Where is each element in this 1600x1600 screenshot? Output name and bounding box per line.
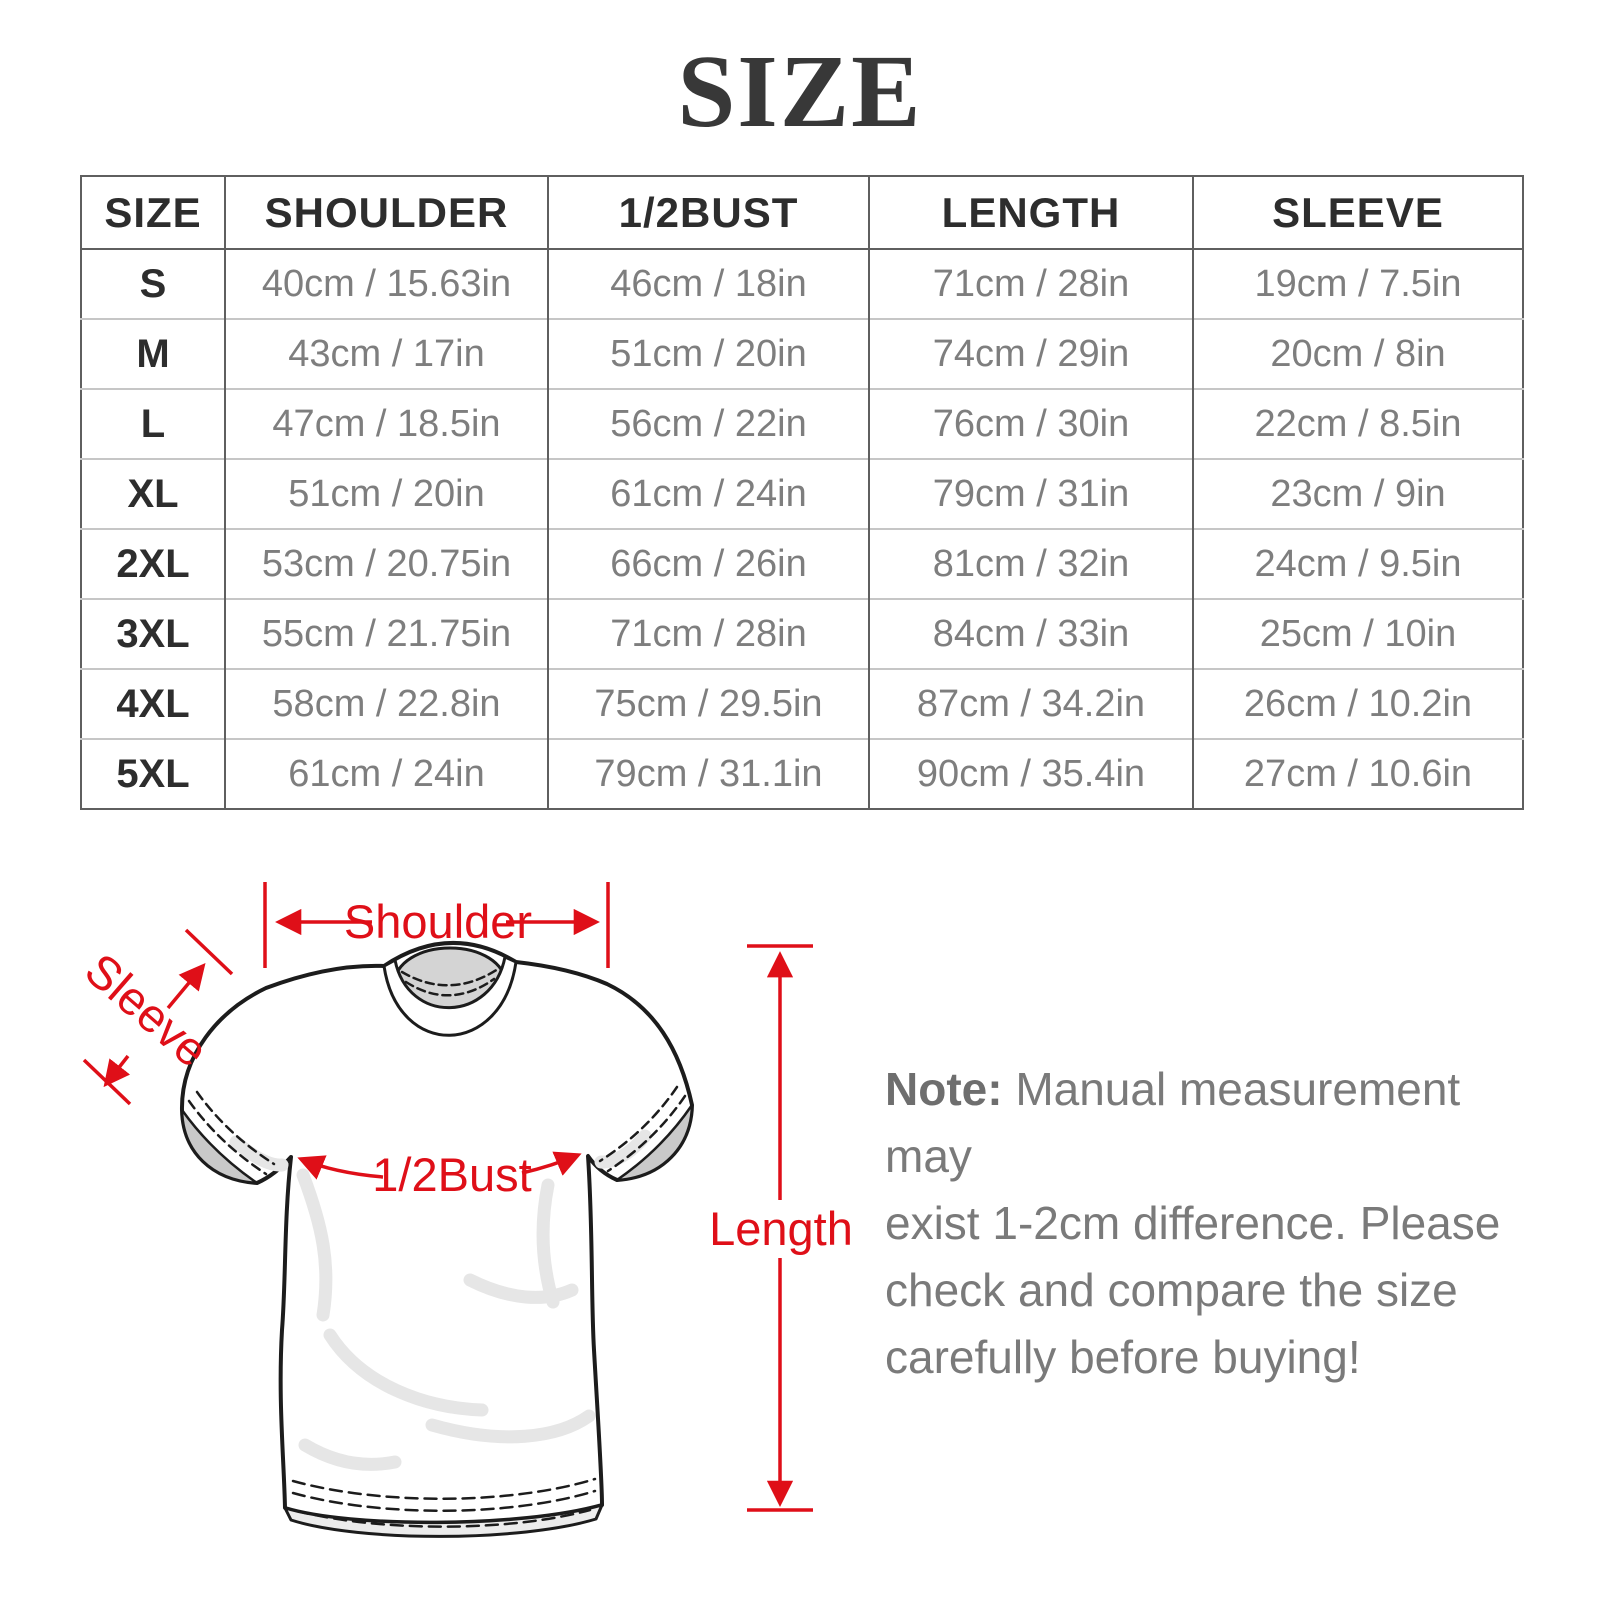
cell: 51cm / 20in [547,318,869,389]
note-line-4: carefully before buying! [885,1331,1361,1383]
table-row: M 43cm / 17in 51cm / 20in 74cm / 29in 20… [81,318,1523,389]
right-cuff-opening [615,1103,694,1182]
right-cuff-stitching [598,1085,687,1173]
table-row: 4XL 58cm / 22.8in 75cm / 29.5in 87cm / 3… [81,668,1523,739]
cell: 58cm / 22.8in [224,668,548,739]
note-line-2: exist 1-2cm difference. Please [885,1197,1501,1249]
size-table: SIZE SHOULDER 1/2BUST LENGTH SLEEVE S 40… [80,175,1524,810]
size-label: 5XL [81,738,225,809]
sleeve-label: Sleeve [75,943,218,1077]
length-annotation [747,944,813,1512]
sleeve-top-cap [184,928,234,976]
cell: 46cm / 18in [547,249,869,319]
note-text: Note: Manual measurement may exist 1-2cm… [885,1056,1525,1391]
hem-fold [283,1503,604,1538]
size-label: 3XL [81,598,225,669]
page-title: SIZE [677,34,923,149]
cell: 51cm / 20in [224,458,548,529]
cell: 76cm / 30in [868,388,1193,459]
header-shoulder: SHOULDER [224,176,548,250]
cell: 24cm / 9.5in [1192,528,1523,599]
note-line-1: Manual measurement may [885,1063,1461,1182]
cell: 81cm / 32in [868,528,1193,599]
cell: 55cm / 21.75in [224,598,548,669]
size-label: 2XL [81,528,225,599]
cell: 22cm / 8.5in [1192,388,1523,459]
table-row: 2XL 53cm / 20.75in 66cm / 26in 81cm / 32… [81,528,1523,599]
cell: 75cm / 29.5in [547,668,869,739]
left-cuff-stitching [187,1090,276,1176]
sleeve-arrow-up [166,962,206,1010]
measurement-annotations [82,882,813,1512]
cell: 56cm / 22in [547,388,869,459]
measurement-diagram: Shoulder Sleeve 1/2Bust Length [75,882,853,1538]
wrinkle-shading [229,1129,652,1471]
cell: 23cm / 9in [1192,458,1523,529]
size-label: 4XL [81,668,225,739]
cell: 79cm / 31in [868,458,1193,529]
cell: 84cm / 33in [868,598,1193,669]
cell: 90cm / 35.4in [868,738,1193,809]
cell: 19cm / 7.5in [1192,249,1523,319]
table-row: 5XL 61cm / 24in 79cm / 31.1in 90cm / 35.… [81,738,1523,809]
bust-arrow-right [521,1151,582,1176]
header-sleeve: SLEEVE [1192,176,1523,250]
cell: 53cm / 20.75in [224,528,548,599]
shoulder-annotation [263,882,610,968]
table-row: L 47cm / 18.5in 56cm / 22in 76cm / 30in … [81,388,1523,459]
sleeve-arrow-down [103,1054,131,1088]
tshirt-illustration [179,940,694,1538]
cell: 40cm / 15.63in [224,249,548,319]
size-label: M [81,318,225,389]
cell: 71cm / 28in [547,598,869,669]
bust-arrow-left [297,1155,384,1180]
cell: 26cm / 10.2in [1192,668,1523,739]
shoulder-label: Shoulder [344,895,532,948]
cell: 25cm / 10in [1192,598,1523,669]
sleeve-bottom-cap [82,1058,132,1106]
note-line-3: check and compare the size [885,1264,1458,1316]
collar-stitching [400,967,500,997]
table-row: XL 51cm / 20in 61cm / 24in 79cm / 31in 2… [81,458,1523,529]
note-label: Note: [885,1063,1003,1115]
cell: 87cm / 34.2in [868,668,1193,739]
size-label: XL [81,458,225,529]
bust-annotation [297,1151,582,1180]
cell: 74cm / 29in [868,318,1193,389]
cell: 61cm / 24in [547,458,869,529]
cell: 71cm / 28in [868,249,1193,319]
table-header-row: SIZE SHOULDER 1/2BUST LENGTH SLEEVE [81,176,1523,250]
cell: 66cm / 26in [547,528,869,599]
cell: 20cm / 8in [1192,318,1523,389]
cell: 43cm / 17in [224,318,548,389]
length-label: Length [709,1202,853,1255]
cell: 61cm / 24in [224,738,548,809]
cell: 79cm / 31.1in [547,738,869,809]
size-label: S [139,261,167,306]
header-length: LENGTH [868,176,1193,250]
left-cuff-opening [180,1108,259,1185]
cell: 27cm / 10.6in [1192,738,1523,809]
hem-stitching [291,1477,597,1528]
size-label: L [81,388,225,459]
table-row: S 40cm / 15.63in 46cm / 18in 71cm / 28in… [81,249,1523,319]
sleeve-annotation [82,928,234,1106]
header-bust: 1/2BUST [547,176,869,250]
cell: 47cm / 18.5in [224,388,548,459]
tshirt-body [179,940,694,1525]
collar-band [382,955,518,1037]
header-size: SIZE [81,176,225,250]
table-row: 3XL 55cm / 21.75in 71cm / 28in 84cm / 33… [81,598,1523,669]
bust-label: 1/2Bust [372,1148,531,1201]
